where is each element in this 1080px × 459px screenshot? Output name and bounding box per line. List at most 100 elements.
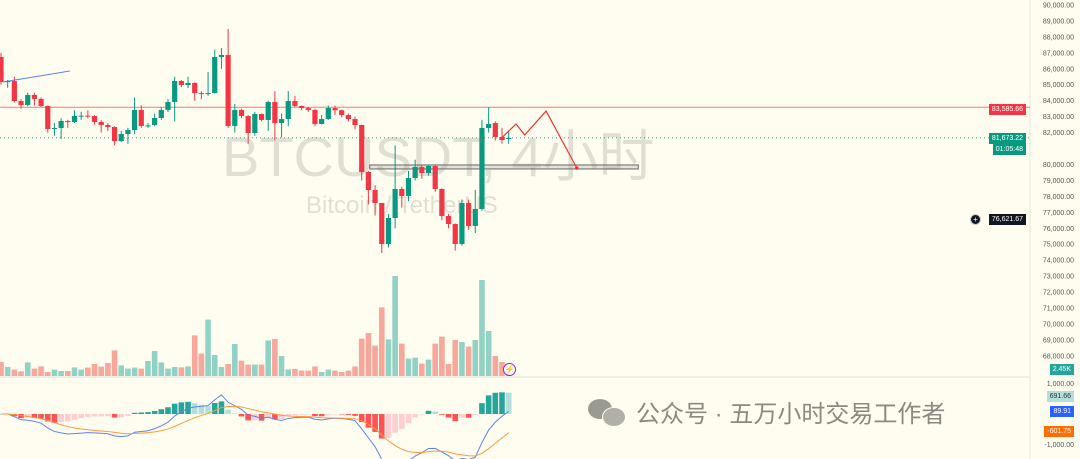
volume-bar [305,370,312,376]
macd-histogram-bar [445,414,452,418]
volume-bar [31,368,38,376]
volume-bar [232,344,238,376]
macd-histogram-bar [392,414,398,433]
last-price-tag: 81,673.22 [988,133,1026,144]
macd-histogram-bar [372,414,378,432]
candle-body [138,109,144,126]
macd-histogram-bar [252,414,258,421]
volume-bar [198,353,205,376]
candle-body [118,134,124,142]
macd-axis-label: 1,000.00 [1047,381,1074,388]
volume-bar [105,363,111,376]
volume-bar [298,370,305,376]
candle-body [452,223,458,244]
macd-histogram-bar [332,414,338,415]
macd-histogram-bar [238,414,245,417]
candle-body [272,101,278,124]
macd-histogram-bar [312,414,318,417]
candle-body [185,82,191,85]
price-axis-label: 80,000.00 [1043,162,1074,169]
macd-histogram-bar [58,414,64,423]
macd-histogram-bar [31,414,38,418]
macd-histogram-bar [405,414,412,424]
macd-histogram-bar [472,414,479,416]
candle-body [192,82,198,94]
volume-bar [205,319,211,376]
candle-body [425,166,432,174]
macd-histogram-bar [151,410,158,414]
volume-bar [479,280,485,376]
candle-body [111,127,118,142]
volume-bar [292,369,298,376]
volume-bar [258,364,265,376]
candle-body [165,101,171,110]
volume-bar [44,372,51,376]
macd-histogram-bar [11,414,18,417]
volume-bar [0,362,4,376]
volume-bar [178,367,185,376]
candle-body [45,105,51,130]
macd-histogram-bar [425,410,432,414]
candle-body [312,109,318,124]
macd-histogram-bar [292,414,298,416]
candle-body [285,101,291,120]
resistance-price-tag: 83,585.66 [988,104,1026,115]
macd-histogram-bar [352,414,358,416]
candle-body [445,216,452,224]
candle-body [232,109,238,126]
candle-body [486,123,492,128]
volume-bar [312,366,318,376]
candle-body [405,178,412,196]
price-axis-label: 72,000.00 [1043,290,1074,297]
macd-histogram-bar [245,414,251,421]
volume-bar [165,368,171,376]
candle-body [132,109,138,131]
candle-body [218,55,225,57]
candle-body [325,108,331,120]
candle-body [245,116,251,133]
add-alert-icon[interactable]: + [970,214,981,225]
candle-body [145,125,151,127]
candle-body [252,114,258,133]
trendline [2,70,70,83]
candle-body [385,217,392,244]
candle-body [292,101,298,106]
volume-bar [78,369,84,376]
macd-histogram-bar [71,414,78,420]
signal-tag: -601.75 [1044,426,1074,437]
macd-histogram-bar [138,412,145,414]
volume-bar [485,331,492,376]
volume-bar [111,350,118,376]
price-axis-label: 75,000.00 [1043,242,1074,249]
volume-bar [4,367,11,376]
candle-body [212,56,218,94]
macd-histogram-bar [165,407,171,414]
candle-body [0,56,4,83]
macd-histogram-bar [65,414,71,422]
candle-body [85,115,91,117]
candle-body [71,116,78,123]
wechat-text: 公众号 · 五万小时交易工作者 [636,401,946,428]
volume-bar [158,362,165,376]
volume-bar [432,343,438,376]
volume-bar [425,359,432,376]
macd-histogram-bar [51,414,58,423]
volume-bar [71,367,78,376]
candle-body [31,94,37,99]
volume-bar [499,362,505,376]
lightning-icon[interactable]: ⚡ [503,363,516,376]
candle-body [78,115,84,117]
volume-bar [412,357,418,376]
macd-histogram-bar [378,414,385,439]
volume-bar [51,369,58,376]
candle-body [11,81,17,102]
volume-bar [171,367,178,376]
candle-body [225,55,231,126]
volume-bar [365,333,372,376]
price-axis-label: 73,000.00 [1043,274,1074,281]
macd-histogram-bar [432,411,438,414]
macd-histogram-bar [232,413,238,414]
candle-body [492,123,498,137]
price-axis-label: 85,000.00 [1043,82,1074,89]
